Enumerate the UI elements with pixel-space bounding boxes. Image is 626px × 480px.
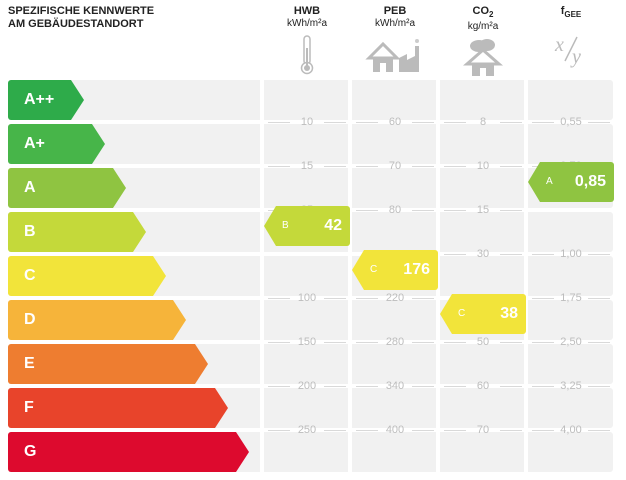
- house-cloud-icon: [463, 39, 503, 77]
- scale-tick-peb: 60: [352, 116, 438, 128]
- title-line-1: SPEZIFISCHE KENNWERTE: [8, 5, 155, 17]
- rating-label: A++: [24, 91, 55, 108]
- scale-tick-fgee: 0,55: [528, 116, 614, 128]
- scale-tick-peb: 80: [352, 204, 438, 216]
- marker-value: 0,85: [574, 173, 606, 190]
- marker-class: B: [282, 220, 289, 231]
- scale-tick-fgee: 4,00: [528, 424, 614, 436]
- scale-tick-hwb: 250: [264, 424, 350, 436]
- page-title: SPEZIFISCHE KENNWERTE AM GEBÄUDESTANDORT: [8, 5, 154, 31]
- scale-tick-fgee: 1,00: [528, 248, 614, 260]
- column-header-co2: CO2 kg/m²a: [440, 5, 526, 79]
- column-header-hwb: HWB kWh/m²a: [264, 5, 350, 76]
- marker-value: 42: [324, 217, 342, 234]
- scale-tick-co2: 50: [440, 336, 526, 348]
- scale-tick-fgee: 2,50: [528, 336, 614, 348]
- x-over-y-icon: x y: [554, 34, 581, 68]
- co2-label-sub: 2: [489, 10, 494, 20]
- fgee-label-sub: GEE: [564, 10, 582, 20]
- scale-tick-hwb: 15: [264, 160, 350, 172]
- marker-class: C: [458, 308, 466, 319]
- rating-label: E: [24, 355, 35, 372]
- rating-label: G: [24, 443, 37, 460]
- rating-bar-aplusplus: A++: [8, 80, 84, 120]
- rating-bar-g: G: [8, 432, 249, 472]
- co2-unit: kg/m²a: [467, 21, 499, 33]
- value-marker-co2: C 38: [440, 294, 526, 334]
- scale-tick-hwb: 10: [264, 116, 350, 128]
- scale-tick-hwb: 200: [264, 380, 350, 392]
- svg-text:y: y: [570, 46, 581, 68]
- house-factory-icon: [365, 39, 419, 72]
- scale-tick-fgee: 1,75: [528, 292, 614, 304]
- title-line-2: AM GEBÄUDESTANDORT: [8, 18, 144, 30]
- rating-bar-f: F: [8, 388, 228, 428]
- scale-tick-peb: 400: [352, 424, 438, 436]
- peb-label: PEB: [383, 5, 407, 17]
- thermometer-icon: [300, 35, 314, 75]
- column-header-peb: PEB kWh/m²a: [352, 5, 438, 76]
- rating-bar-a: A: [8, 168, 126, 208]
- rating-label: A+: [24, 135, 45, 152]
- rating-label: B: [24, 223, 36, 240]
- co2-label: CO: [472, 5, 490, 17]
- rating-bar-e: E: [8, 344, 208, 384]
- row-background: [8, 80, 613, 120]
- value-marker-peb: C 176: [352, 250, 438, 290]
- value-marker-hwb: B 42: [264, 206, 350, 246]
- hwb-label: HWB: [293, 5, 321, 17]
- scale-tick-peb: 340: [352, 380, 438, 392]
- row-background: [8, 124, 613, 164]
- rating-bar-b: B: [8, 212, 146, 252]
- svg-text:x: x: [554, 34, 564, 56]
- scale-tick-peb: 70: [352, 160, 438, 172]
- peb-unit: kWh/m²a: [375, 18, 415, 29]
- rating-label: C: [24, 267, 36, 284]
- scale-tick-co2: 15: [440, 204, 526, 216]
- column-divider: [436, 78, 440, 478]
- rating-bar-aplus: A+: [8, 124, 105, 164]
- column-divider: [260, 78, 264, 478]
- column-divider: [348, 78, 352, 478]
- rating-label: A: [24, 179, 36, 196]
- marker-value: 38: [500, 305, 518, 322]
- scale-tick-hwb: 100: [264, 292, 350, 304]
- marker-class: A: [546, 176, 553, 187]
- scale-tick-fgee: 3,25: [528, 380, 614, 392]
- rating-label: D: [24, 311, 36, 328]
- rating-label: F: [24, 399, 34, 416]
- hwb-unit: kWh/m²a: [287, 18, 327, 29]
- rating-bar-d: D: [8, 300, 186, 340]
- fgee-label: f: [560, 5, 565, 17]
- scale-tick-co2: 70: [440, 424, 526, 436]
- marker-class: C: [370, 264, 378, 275]
- scale-tick-co2: 60: [440, 380, 526, 392]
- marker-value: 176: [403, 261, 430, 278]
- scale-tick-co2: 8: [440, 116, 526, 128]
- rating-bar-c: C: [8, 256, 166, 296]
- scale-tick-co2: 30: [440, 248, 526, 260]
- scale-tick-hwb: 150: [264, 336, 350, 348]
- scale-tick-peb: 280: [352, 336, 438, 348]
- column-header-fgee: fGEE x y: [528, 5, 614, 71]
- column-divider: [524, 78, 528, 478]
- value-marker-fgee: A 0,85: [528, 162, 614, 202]
- scale-tick-co2: 10: [440, 160, 526, 172]
- scale-tick-peb: 220: [352, 292, 438, 304]
